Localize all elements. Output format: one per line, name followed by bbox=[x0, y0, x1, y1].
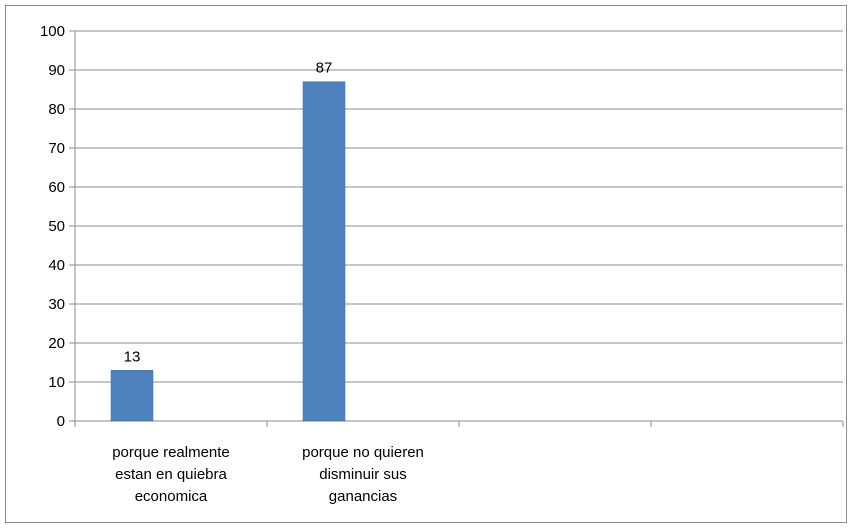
y-tick-label: 80 bbox=[48, 101, 65, 118]
y-tick-label: 30 bbox=[48, 296, 65, 313]
y-tick-label: 60 bbox=[48, 179, 65, 196]
y-tick-label: 90 bbox=[48, 62, 65, 79]
data-label: 87 bbox=[316, 60, 333, 77]
y-tick-label: 70 bbox=[48, 140, 65, 157]
x-category-label: estan en quiebra bbox=[115, 466, 227, 483]
x-category-label: porque no quieren bbox=[302, 444, 424, 461]
y-tick-label: 100 bbox=[40, 23, 65, 40]
x-category-label: ganancias bbox=[329, 488, 397, 505]
chart-frame bbox=[5, 5, 847, 523]
x-category-label: disminuir sus bbox=[319, 466, 407, 483]
y-tick-label: 0 bbox=[57, 413, 65, 430]
data-label: 13 bbox=[124, 348, 141, 365]
bar[interactable] bbox=[110, 370, 154, 422]
y-tick-label: 20 bbox=[48, 335, 65, 352]
bar[interactable] bbox=[302, 81, 346, 422]
y-tick-label: 10 bbox=[48, 374, 65, 391]
x-category-label: porque realmente bbox=[112, 444, 230, 461]
y-tick-label: 50 bbox=[48, 218, 65, 235]
y-tick-label: 40 bbox=[48, 257, 65, 274]
x-category-label: economica bbox=[135, 488, 208, 505]
